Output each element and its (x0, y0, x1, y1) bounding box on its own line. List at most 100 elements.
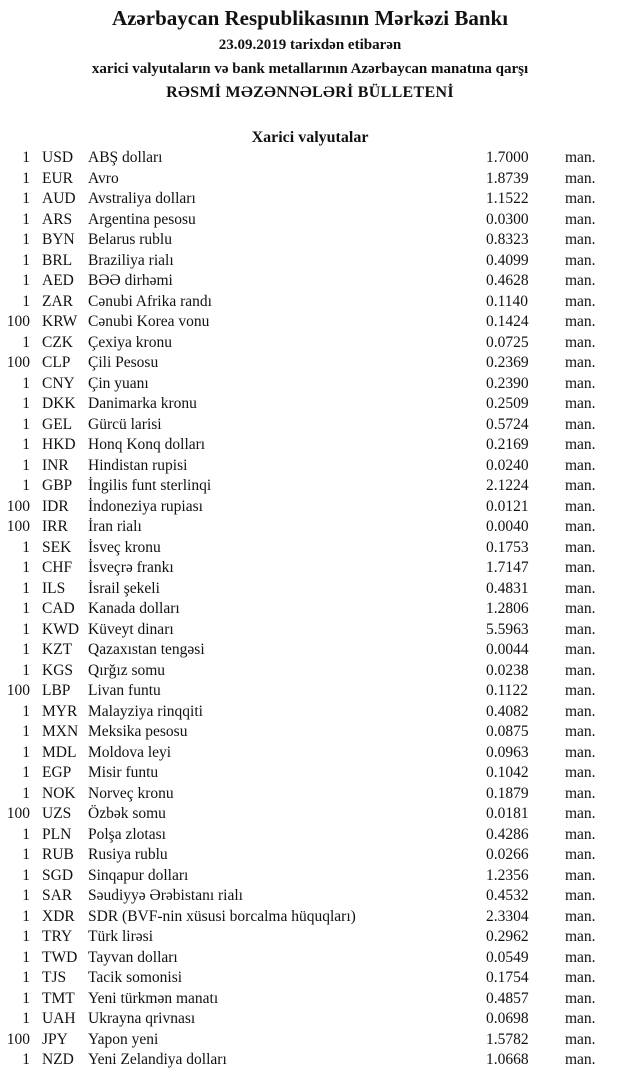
rates-table: 1 USD ABŞ dolları 1.7000 man. 1 EUR Avro 1.8739 m… (0, 148, 620, 1071)
currency-code: BYN (42, 231, 75, 248)
rate-row: 1 UAH Ukrayna qrivnası 0.0698 man. (0, 1009, 620, 1030)
rate-unit: man. (565, 497, 596, 515)
rate-quantity: 1 (22, 702, 30, 720)
rate-value: 0.0725 (486, 333, 529, 351)
rate-value: 1.7147 (486, 559, 529, 576)
rate-unit: man. (565, 231, 596, 248)
rate-value: 0.0698 (486, 1010, 529, 1027)
rate-value: 0.0121 (486, 497, 529, 515)
currency-name: Tacik somonisi (88, 969, 183, 986)
currency-name: İngilis funt sterlinqi (88, 477, 212, 494)
currency-code: SAR (42, 887, 73, 904)
rate-value: 0.1754 (486, 969, 529, 986)
rate-quantity: 1 (22, 559, 30, 576)
rate-row: 1 BRL Braziliya rialı 0.4099 man. (0, 251, 620, 272)
currency-code: TMT (42, 989, 75, 1007)
currency-name: Özbək somu (88, 805, 166, 822)
rate-unit: man. (565, 764, 596, 781)
rate-unit: man. (565, 538, 596, 556)
currency-name: Honq Konq dolları (88, 436, 206, 453)
rate-quantity: 1 (22, 415, 30, 433)
currency-code: PLN (42, 825, 72, 843)
rate-value: 0.1140 (486, 292, 529, 310)
rate-unit: man. (565, 251, 596, 269)
currency-name: Moldova leyi (88, 743, 172, 761)
currency-name: Avro (88, 169, 119, 187)
rate-value: 1.1522 (486, 190, 529, 207)
currency-name: Braziliya rialı (88, 251, 174, 269)
rate-quantity: 100 (6, 805, 30, 822)
rate-quantity: 1 (22, 190, 30, 207)
rate-value: 0.0300 (486, 210, 529, 228)
currency-code: IDR (42, 497, 69, 515)
currency-code: TRY (42, 928, 73, 945)
rate-row: 1 EUR Avro 1.8739 man. (0, 169, 620, 190)
rate-value: 0.0875 (486, 723, 529, 740)
currency-name: Misir funtu (88, 764, 159, 781)
rate-quantity: 1 (22, 600, 30, 617)
rate-value: 0.0181 (486, 805, 529, 822)
rate-row: 1 CAD Kanada dolları 1.2806 man. (0, 599, 620, 620)
currency-code: CZK (42, 333, 73, 351)
currency-code: KZT (42, 641, 73, 658)
currency-name: Danimarka kronu (88, 395, 197, 412)
rate-unit: man. (565, 661, 596, 679)
currency-name: Yapon yeni (88, 1030, 159, 1048)
rate-value: 0.4099 (486, 251, 529, 269)
rate-unit: man. (565, 559, 596, 576)
rate-quantity: 100 (6, 682, 30, 699)
rate-row: 1 ZAR Cənubi Afrika randı 0.1140 man. (0, 292, 620, 313)
currency-name: Yeni türkmən manatı (88, 989, 219, 1007)
rate-row: 1 NZD Yeni Zelandiya dolları 1.0668 man. (0, 1050, 620, 1071)
rate-value: 0.4831 (486, 579, 529, 597)
rate-value: 0.4532 (486, 887, 529, 904)
rate-row: 100 IRR İran rialı 0.0040 man. (0, 517, 620, 538)
currency-code: SGD (42, 866, 74, 884)
rate-row: 100 KRW Cənubi Korea vonu 0.1424 man. (0, 312, 620, 333)
rate-value: 2.3304 (486, 907, 529, 925)
rate-row: 1 GBP İngilis funt sterlinqi 2.1224 man. (0, 476, 620, 497)
currency-name: Qazaxıstan tengəsi (88, 641, 205, 658)
currency-name: İsveçrə frankı (88, 559, 174, 576)
rate-quantity: 1 (22, 477, 30, 494)
currency-name: Polşa zlotası (88, 825, 166, 843)
rate-value: 5.5963 (486, 620, 529, 638)
currency-code: BRL (42, 251, 73, 269)
rate-row: 1 TWD Tayvan dolları 0.0549 man. (0, 948, 620, 969)
rate-unit: man. (565, 907, 596, 925)
currency-name: İndoneziya rupiası (88, 497, 203, 515)
rate-quantity: 1 (22, 436, 30, 453)
currency-code: ZAR (42, 292, 73, 310)
rate-row: 1 NOK Norveç kronu 0.1879 man. (0, 784, 620, 805)
rate-value: 0.4286 (486, 825, 529, 843)
section-title: Xarici valyutalar (251, 129, 369, 146)
rate-quantity: 1 (22, 641, 30, 658)
rate-row: 1 AUD Avstraliya dolları 1.1522 man. (0, 189, 620, 210)
bulletin-title: RƏSMİ MƏZƏNNƏLƏRİ BÜLLETENİ (166, 84, 454, 101)
rate-unit: man. (565, 436, 596, 453)
rate-value: 0.4082 (486, 702, 529, 720)
rate-quantity: 1 (22, 333, 30, 351)
document-subtitle: xarici valyutaların və bank metallarının… (91, 61, 529, 77)
rate-quantity: 1 (22, 866, 30, 884)
currency-code: UZS (42, 805, 72, 822)
rate-row: 1 CHF İsveçrə frankı 1.7147 man. (0, 558, 620, 579)
rate-value: 0.2962 (486, 928, 529, 945)
currency-name: Cənubi Korea vonu (88, 313, 210, 330)
rate-value: 1.2806 (486, 600, 529, 617)
currency-code: NOK (42, 784, 76, 802)
currency-code: SEK (42, 538, 72, 556)
rate-unit: man. (565, 333, 596, 351)
rate-unit: man. (565, 1030, 596, 1048)
currency-code: RUB (42, 846, 74, 863)
currency-name: Livan funtu (88, 682, 161, 699)
rate-value: 1.5782 (486, 1030, 529, 1048)
rate-row: 100 JPY Yapon yeni 1.5782 man. (0, 1030, 620, 1051)
currency-code: CNY (42, 374, 75, 392)
rate-row: 1 ILS İsrail şekeli 0.4831 man. (0, 579, 620, 600)
currency-code: CAD (42, 600, 75, 617)
rate-value: 0.0549 (486, 948, 529, 966)
rate-row: 1 BYN Belarus rublu 0.8323 man. (0, 230, 620, 251)
rate-value: 0.0266 (486, 846, 529, 863)
currency-code: NZD (42, 1051, 74, 1068)
